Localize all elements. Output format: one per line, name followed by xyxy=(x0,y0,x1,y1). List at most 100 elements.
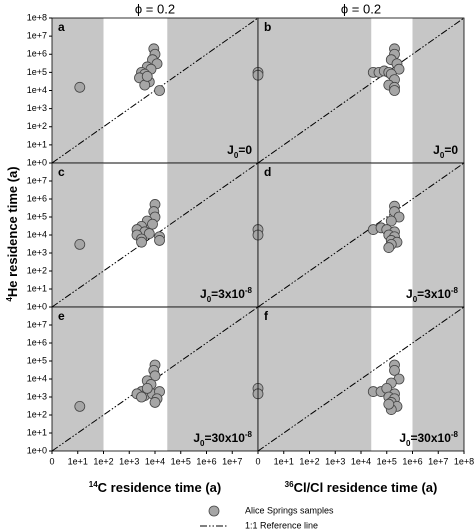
annotation-part: J xyxy=(200,287,207,301)
annotation-part: =3x10 xyxy=(211,287,245,301)
annotation: J0=3x10-8 xyxy=(406,286,459,304)
annotation-part: -8 xyxy=(451,430,459,439)
y-tick-label: 1e+4 xyxy=(27,373,47,383)
annotation-part: =30x10 xyxy=(410,431,451,445)
y-tick-label: 1e+1 xyxy=(27,427,47,437)
data-point xyxy=(143,228,155,239)
y-tick-label: 1e+0 xyxy=(27,445,47,455)
panel-label: e xyxy=(58,309,65,323)
shaded-region xyxy=(258,307,372,451)
x-axis-label-text: Cl/Cl residence time (a) xyxy=(294,480,438,495)
data-point xyxy=(136,391,147,403)
x-tick-label: 1e+1 xyxy=(274,456,294,466)
annotation-part: -8 xyxy=(245,430,253,439)
annotation-part: =30x10 xyxy=(204,431,245,445)
annotation-part: =0 xyxy=(444,143,458,157)
shaded-region xyxy=(258,18,372,163)
y-tick-label: 1e+5 xyxy=(27,67,47,77)
y-tick-label: 1e+3 xyxy=(27,391,47,401)
y-tick-label: 1e+2 xyxy=(27,265,47,275)
annotation-part: -8 xyxy=(451,286,459,295)
annotation-part: 0 xyxy=(234,151,239,160)
y-tick-label: 1e+6 xyxy=(27,337,47,347)
x-tick-label: 1e+6 xyxy=(196,456,216,466)
shaded-region xyxy=(258,163,372,307)
data-point xyxy=(154,85,165,96)
x-tick-label: 1e+5 xyxy=(171,456,191,466)
data-point xyxy=(393,63,405,75)
panel-label: b xyxy=(264,20,271,34)
legend-label: Alice Springs samples xyxy=(245,505,334,515)
annotation-part: J xyxy=(227,143,234,157)
annotation-part: =0 xyxy=(238,143,252,157)
y-tick-label: 1e+8 xyxy=(27,12,47,22)
x-tick-label: 1e+6 xyxy=(402,456,422,466)
y-tick-label: 1e+7 xyxy=(27,31,47,41)
y-axis-label: 4He residence time (a) xyxy=(5,166,21,301)
shaded-region xyxy=(412,18,464,163)
panel-label: a xyxy=(58,20,65,34)
x-axis-label-text: C residence time (a) xyxy=(98,480,222,495)
annotation: J0=0 xyxy=(227,143,252,159)
data-point xyxy=(141,70,153,82)
panel-label: f xyxy=(264,309,269,323)
y-tick-label: 1e+3 xyxy=(27,103,47,113)
data-point xyxy=(147,218,158,230)
data-point xyxy=(383,242,395,253)
y-tick-label: 1e+5 xyxy=(27,211,47,221)
data-point xyxy=(154,235,165,246)
annotation-part: J xyxy=(433,143,440,157)
y-tick-label: 1e+5 xyxy=(27,355,47,365)
y-tick-label: 1e+2 xyxy=(27,121,47,131)
x-tick-label: 1e+2 xyxy=(93,456,113,466)
annotation-part: J xyxy=(406,287,413,301)
x-tick-label: 1e+8 xyxy=(454,456,474,466)
annotation: J0=0 xyxy=(433,143,458,159)
data-point xyxy=(389,365,400,376)
shaded-region xyxy=(52,163,104,307)
annotation-part: J xyxy=(399,431,406,445)
annotation-part: 0 xyxy=(207,295,212,304)
annotation-part: 0 xyxy=(413,295,418,304)
panel-label: d xyxy=(264,165,271,179)
x-tick-label: 1e+3 xyxy=(119,456,139,466)
reference-line xyxy=(257,162,465,308)
x-axis-label-sup: 14 xyxy=(89,480,98,489)
x-axis-label-sup: 36 xyxy=(285,480,294,489)
data-point xyxy=(74,81,86,93)
column-title: ϕ = 0.2 xyxy=(135,1,175,16)
annotation-part: 0 xyxy=(406,439,411,448)
x-axis-label: 14C residence time (a) xyxy=(89,480,221,496)
panel-frame xyxy=(257,306,465,452)
y-tick-label: 1e+1 xyxy=(27,139,47,149)
shaded-region xyxy=(52,307,104,451)
data-point xyxy=(149,397,161,408)
annotation-part: J xyxy=(193,431,200,445)
panel-label: c xyxy=(58,165,65,179)
annotation-part: 0 xyxy=(200,439,205,448)
x-tick-label: 1e+7 xyxy=(428,456,448,466)
reference-line xyxy=(257,17,465,164)
shaded-region xyxy=(167,307,258,451)
legend-symbol xyxy=(208,505,220,517)
shaded-region xyxy=(412,307,464,451)
x-tick-label: 1e+3 xyxy=(325,456,345,466)
y-tick-label: 1e+0 xyxy=(27,301,47,311)
x-axis-label: 36Cl/Cl residence time (a) xyxy=(285,480,438,496)
data-point xyxy=(389,85,400,96)
x-tick-label: 1e+4 xyxy=(351,456,371,466)
x-tick-label: 1e+5 xyxy=(377,456,397,466)
x-tick-label: 1e+1 xyxy=(68,456,88,466)
y-tick-label: 1e+0 xyxy=(27,157,47,167)
x-tick-label: 1e+4 xyxy=(145,456,165,466)
y-tick-label: 1e+4 xyxy=(27,85,47,95)
annotation-part: -8 xyxy=(245,286,253,295)
y-tick-label: 1e+6 xyxy=(27,193,47,203)
y-axis-label-sup: 4 xyxy=(5,297,14,302)
legend-label: 1:1 Reference line xyxy=(245,520,318,530)
data-point xyxy=(383,398,395,410)
reference-line xyxy=(257,306,465,452)
shaded-region xyxy=(167,18,258,163)
annotation: J0=30x10-8 xyxy=(399,430,458,448)
